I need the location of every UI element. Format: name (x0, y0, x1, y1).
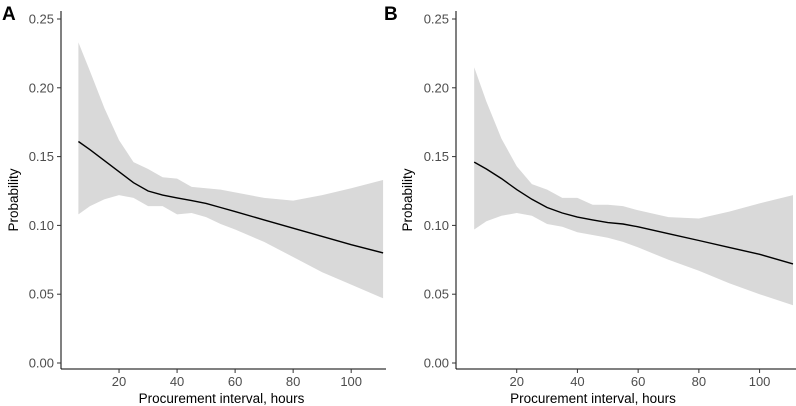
y-tick-label: 0.10 (29, 218, 54, 233)
panel-b: 0.00 0.05 0.10 0.15 0.20 0.25 20 40 60 80 100 Procu… (384, 4, 796, 406)
y-tick-label: 0.25 (29, 12, 54, 27)
x-tick-label: 80 (692, 374, 706, 389)
panel-letter: B (384, 4, 398, 25)
x-axis-title: Procurement interval, hours (139, 391, 305, 406)
x-tick-label: 40 (570, 374, 584, 389)
y-tick-label: 0.05 (29, 287, 54, 302)
x-axis-title: Procurement interval, hours (510, 391, 676, 406)
x-tick-label: 60 (228, 374, 242, 389)
panel-letter: A (2, 4, 16, 25)
fitted-line (77, 140, 384, 254)
y-tick-label: 0.20 (424, 80, 449, 95)
y-tick-label: 0.00 (424, 356, 449, 371)
y-axis-title: Probability (400, 168, 415, 231)
panel-a: 0.00 0.05 0.10 0.15 0.20 0.25 20 40 60 80 100 Procu… (2, 4, 386, 406)
y-tick-label: 0.25 (424, 12, 449, 27)
x-tick-label: 100 (749, 374, 771, 389)
x-tick-label: 100 (340, 374, 362, 389)
x-tick-label: 60 (631, 374, 645, 389)
y-tick-label: 0.05 (424, 287, 449, 302)
x-tick-label: 20 (112, 374, 126, 389)
y-tick-label: 0.10 (424, 218, 449, 233)
x-tick-label: 20 (509, 374, 523, 389)
confidence-band (474, 67, 793, 306)
x-tick-label: 40 (170, 374, 184, 389)
y-tick-label: 0.20 (29, 80, 54, 95)
y-axis-title: Probability (6, 168, 21, 231)
fitted-line (473, 161, 794, 265)
y-tick-label: 0.15 (424, 149, 449, 164)
x-tick-label: 80 (286, 374, 300, 389)
y-tick-label: 0.00 (29, 356, 54, 371)
confidence-band (78, 42, 384, 299)
y-tick-label: 0.15 (29, 149, 54, 164)
